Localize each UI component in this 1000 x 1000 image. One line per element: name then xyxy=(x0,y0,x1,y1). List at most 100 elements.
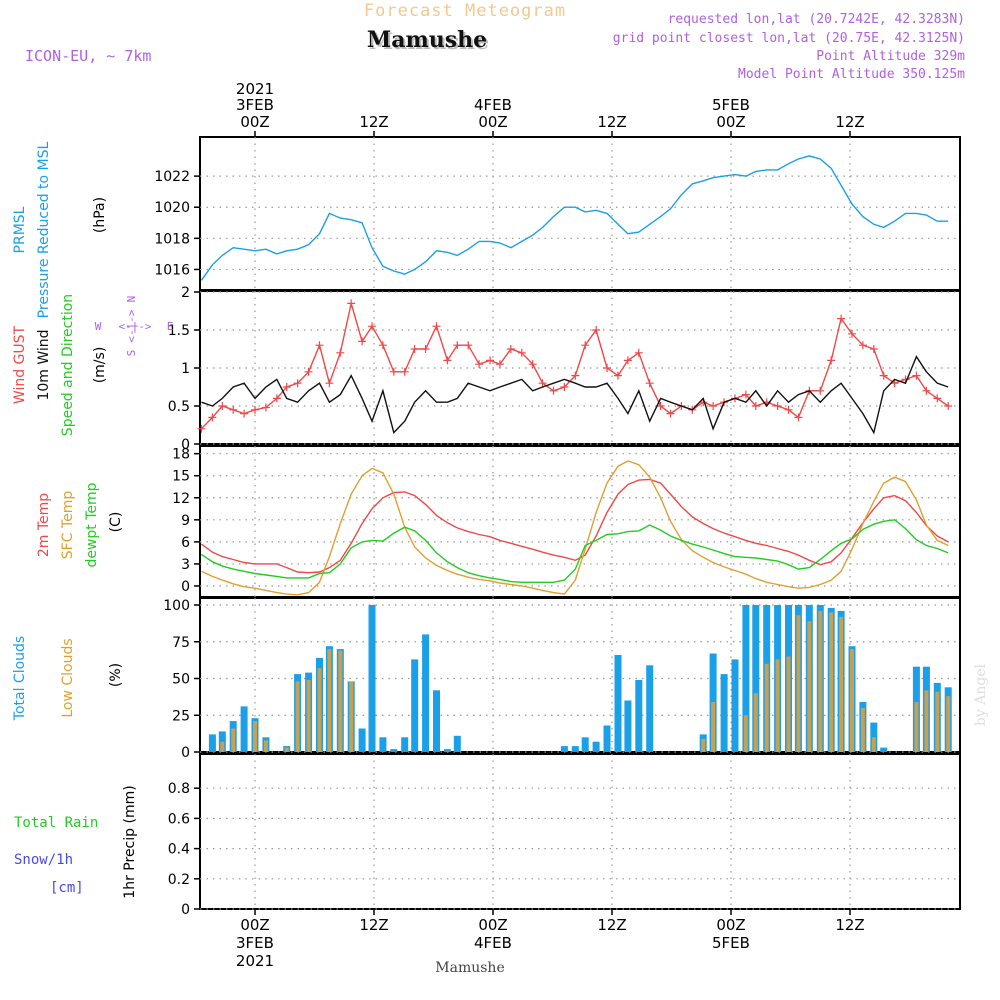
panel-pressure: 1016 1018 1020 1022 PRMSL Pressure Reduced to… xyxy=(12,136,961,318)
gust-marker xyxy=(869,345,878,353)
precip-ytick-label: 0.6 xyxy=(168,811,190,827)
clouds-bar-low xyxy=(220,741,225,752)
pressure-series-0-line xyxy=(200,155,949,281)
gust-marker xyxy=(528,360,537,369)
clouds-bar-low xyxy=(935,691,940,752)
clouds-bar-total xyxy=(358,728,366,752)
gust-marker xyxy=(581,341,590,350)
top-axis-label: 00Z xyxy=(478,113,507,131)
gust-marker xyxy=(293,379,302,388)
temperature-ytick-label: 12 xyxy=(172,491,190,507)
clouds-bar-total xyxy=(401,737,409,752)
pressure-frame xyxy=(199,136,961,291)
gust-marker xyxy=(261,403,270,412)
credit-watermark: by Angel xyxy=(973,663,989,726)
temperature-series-2m-temp-line xyxy=(200,478,949,574)
precip-side-label: Snow/1h xyxy=(14,852,73,868)
wind-ytick-label: 0 xyxy=(181,437,190,453)
clouds-bar-total xyxy=(422,634,430,752)
clouds-frame xyxy=(199,597,961,753)
temperature-side-label: dewpt Temp xyxy=(84,482,100,567)
footer-location: Mamushe xyxy=(435,960,504,976)
clouds-ytick-label: 100 xyxy=(163,598,190,614)
clouds-bar-total xyxy=(581,737,589,752)
clouds-bar-low xyxy=(743,715,748,753)
clouds-bar-low xyxy=(850,649,854,752)
clouds-bar-total xyxy=(603,725,611,752)
point-altitude: Point Altitude 329m xyxy=(816,49,965,64)
bottom-axis-label: 5FEB xyxy=(712,934,750,952)
bottom-axis-label: 12Z xyxy=(359,916,388,934)
clouds-bar-total xyxy=(624,700,632,752)
clouds-bar-low xyxy=(764,663,769,752)
gust-marker xyxy=(506,345,515,353)
clouds-bar-total xyxy=(614,655,622,752)
clouds-bar-low xyxy=(753,693,758,752)
requested-point: requested lon,lat (20.7242E, 42.3283N) xyxy=(668,12,965,27)
clouds-ytick-label: 25 xyxy=(172,708,190,724)
top-axis-label: 00Z xyxy=(716,113,745,131)
panel-precip: 0 0.2 0.4 0.6 0.8 Total Rain Snow/1h [cm] 1hr Pr… xyxy=(14,753,961,918)
top-axis-label: 12Z xyxy=(597,113,626,131)
clouds-bar-low xyxy=(818,610,823,752)
gust-marker xyxy=(464,341,473,350)
gust-marker xyxy=(218,402,227,410)
gust-marker xyxy=(304,367,313,376)
clouds-ytick-label: 0 xyxy=(181,745,190,761)
top-axis-label: 12Z xyxy=(359,113,388,131)
clouds-bar-low xyxy=(231,728,236,752)
gust-marker xyxy=(475,360,484,369)
clouds-bar-low xyxy=(349,681,354,752)
gust-marker xyxy=(495,360,504,369)
compass-arrows-we: <-|-> xyxy=(118,320,151,333)
clouds-unit-label: (%) xyxy=(108,663,124,687)
pressure-ytick-label: 1020 xyxy=(154,200,190,216)
clouds-bar-total xyxy=(240,706,248,752)
panel-clouds: 0 25 50 75 100 Total Clouds Low Clouds (%) xyxy=(12,597,961,761)
compass-south: S xyxy=(125,350,138,357)
clouds-bar-low xyxy=(775,659,780,752)
clouds-bar-low xyxy=(829,612,834,752)
gust-marker xyxy=(410,345,419,353)
precip-frame xyxy=(199,753,961,910)
panel-wind: 0 0.5 1 1.5 2 Wind GUST 10m Wind Speed and Dire… xyxy=(12,285,961,453)
gust-marker xyxy=(858,341,867,350)
clouds-bar-total xyxy=(443,749,451,752)
gust-marker xyxy=(879,371,888,380)
temperature-unit-label: (C) xyxy=(108,512,124,533)
gust-marker xyxy=(837,314,846,323)
precip-ytick-label: 0.2 xyxy=(168,872,190,888)
clouds-bar-low xyxy=(796,615,801,752)
wind-side-label: Wind GUST xyxy=(12,325,28,404)
clouds-bar-low xyxy=(786,656,791,752)
clouds-ytick-label: 50 xyxy=(172,672,190,688)
precip-ytick-label: 0.4 xyxy=(168,842,190,858)
clouds-bar-total xyxy=(752,605,760,752)
gust-marker xyxy=(453,341,462,350)
wind-series-wind-gust-line xyxy=(200,303,949,430)
gust-marker xyxy=(208,413,217,422)
gust-marker xyxy=(773,402,782,410)
top-axis-label: 00Z xyxy=(240,113,269,131)
gust-marker xyxy=(517,348,526,357)
clouds-bar-low xyxy=(946,696,951,752)
clouds-side-label: Low Clouds xyxy=(60,638,76,717)
gust-marker xyxy=(486,356,495,365)
compass-west: W xyxy=(95,320,102,333)
compass-north: N xyxy=(125,296,138,303)
precip-ytick-label: 0 xyxy=(181,902,190,918)
temperature-ytick-label: 9 xyxy=(181,513,190,529)
temperature-ytick-label: 0 xyxy=(181,579,190,595)
temperature-side-label: 2m Temp xyxy=(36,493,52,557)
clouds-bar-low xyxy=(711,702,716,752)
gust-marker xyxy=(197,424,206,433)
clouds-bar-total xyxy=(731,659,739,752)
top-axis-label: 5FEB xyxy=(712,96,750,114)
clouds-bar-low xyxy=(306,680,311,752)
gust-marker xyxy=(315,341,324,350)
gust-marker xyxy=(645,379,654,388)
pressure-ytick-label: 1016 xyxy=(154,262,190,278)
product-title: Forecast Meteogram xyxy=(364,1,566,21)
gust-marker xyxy=(538,379,547,388)
